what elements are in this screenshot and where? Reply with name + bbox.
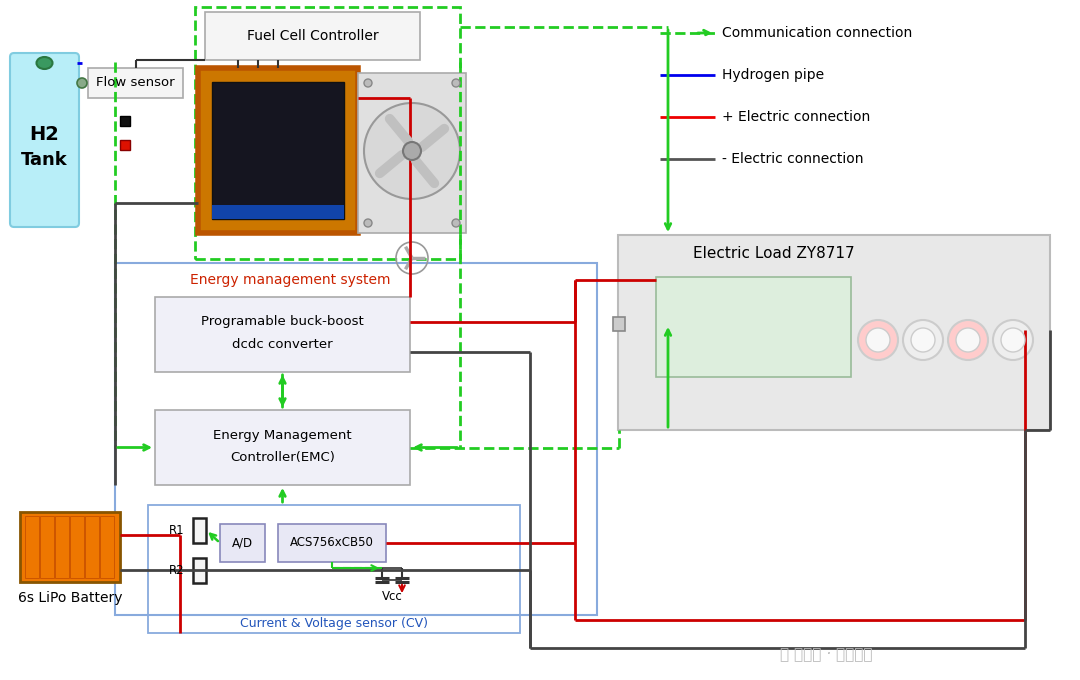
FancyArrowPatch shape [416, 161, 434, 184]
Text: Current & Voltage sensor (CV): Current & Voltage sensor (CV) [240, 617, 428, 630]
Circle shape [364, 103, 460, 199]
Text: Programable buck-boost: Programable buck-boost [201, 316, 364, 328]
Circle shape [858, 320, 897, 360]
Bar [205, 12, 420, 60]
Bar [193, 558, 206, 583]
Text: ⛔ 公众号 · 济美动力: ⛔ 公众号 · 济美动力 [780, 647, 873, 662]
Text: Vcc: Vcc [381, 590, 403, 602]
Circle shape [403, 142, 421, 160]
Circle shape [364, 219, 372, 227]
FancyArrowPatch shape [390, 119, 408, 141]
Bar [656, 277, 851, 377]
Bar [618, 235, 1050, 430]
Text: - Electric connection: - Electric connection [723, 152, 864, 166]
Text: dcdc converter: dcdc converter [232, 339, 333, 352]
Circle shape [1001, 328, 1025, 352]
Circle shape [453, 219, 460, 227]
FancyBboxPatch shape [10, 53, 79, 227]
Text: R2: R2 [170, 564, 185, 577]
FancyArrowPatch shape [380, 155, 402, 173]
Bar [357, 73, 465, 233]
Text: Flow sensor: Flow sensor [96, 77, 175, 90]
Text: Fuel Cell Controller: Fuel Cell Controller [246, 29, 378, 43]
Bar [613, 317, 625, 331]
Text: 6s LiPo Battery: 6s LiPo Battery [17, 591, 122, 605]
FancyArrowPatch shape [422, 129, 444, 147]
Circle shape [993, 320, 1032, 360]
Circle shape [948, 320, 988, 360]
Bar [70, 516, 84, 578]
Circle shape [77, 78, 87, 88]
Bar [21, 512, 120, 582]
Bar [148, 505, 519, 633]
Bar [278, 524, 386, 562]
Bar [100, 516, 114, 578]
Circle shape [453, 79, 460, 87]
Text: + Electric connection: + Electric connection [723, 110, 870, 124]
Bar [193, 518, 206, 543]
Bar [85, 516, 99, 578]
Bar [25, 516, 39, 578]
Text: Controller(EMC): Controller(EMC) [230, 452, 335, 464]
Text: ACS756xCB50: ACS756xCB50 [291, 537, 374, 549]
Text: Hydrogen pipe: Hydrogen pipe [723, 68, 824, 82]
Bar [40, 516, 54, 578]
Text: Energy management system: Energy management system [190, 273, 390, 287]
Circle shape [364, 79, 372, 87]
Bar [212, 205, 345, 219]
Bar [220, 524, 265, 562]
Bar [212, 82, 345, 219]
Bar [55, 516, 69, 578]
Text: Energy Management: Energy Management [213, 428, 352, 441]
Text: Electric Load ZY8717: Electric Load ZY8717 [693, 245, 854, 260]
Circle shape [956, 328, 980, 352]
Circle shape [866, 328, 890, 352]
Text: R1: R1 [170, 524, 185, 537]
Text: A/D: A/D [232, 537, 253, 549]
Bar [198, 68, 357, 233]
Text: Tank: Tank [22, 151, 68, 169]
Bar [156, 297, 410, 372]
Bar [87, 68, 183, 98]
Text: Communication connection: Communication connection [723, 26, 913, 40]
Bar [195, 7, 460, 259]
Bar [156, 410, 410, 485]
Bar [120, 140, 130, 150]
Text: H2: H2 [29, 126, 59, 145]
Circle shape [903, 320, 943, 360]
Ellipse shape [37, 57, 53, 69]
Bar [120, 116, 130, 126]
Bar [114, 263, 597, 615]
Circle shape [912, 328, 935, 352]
